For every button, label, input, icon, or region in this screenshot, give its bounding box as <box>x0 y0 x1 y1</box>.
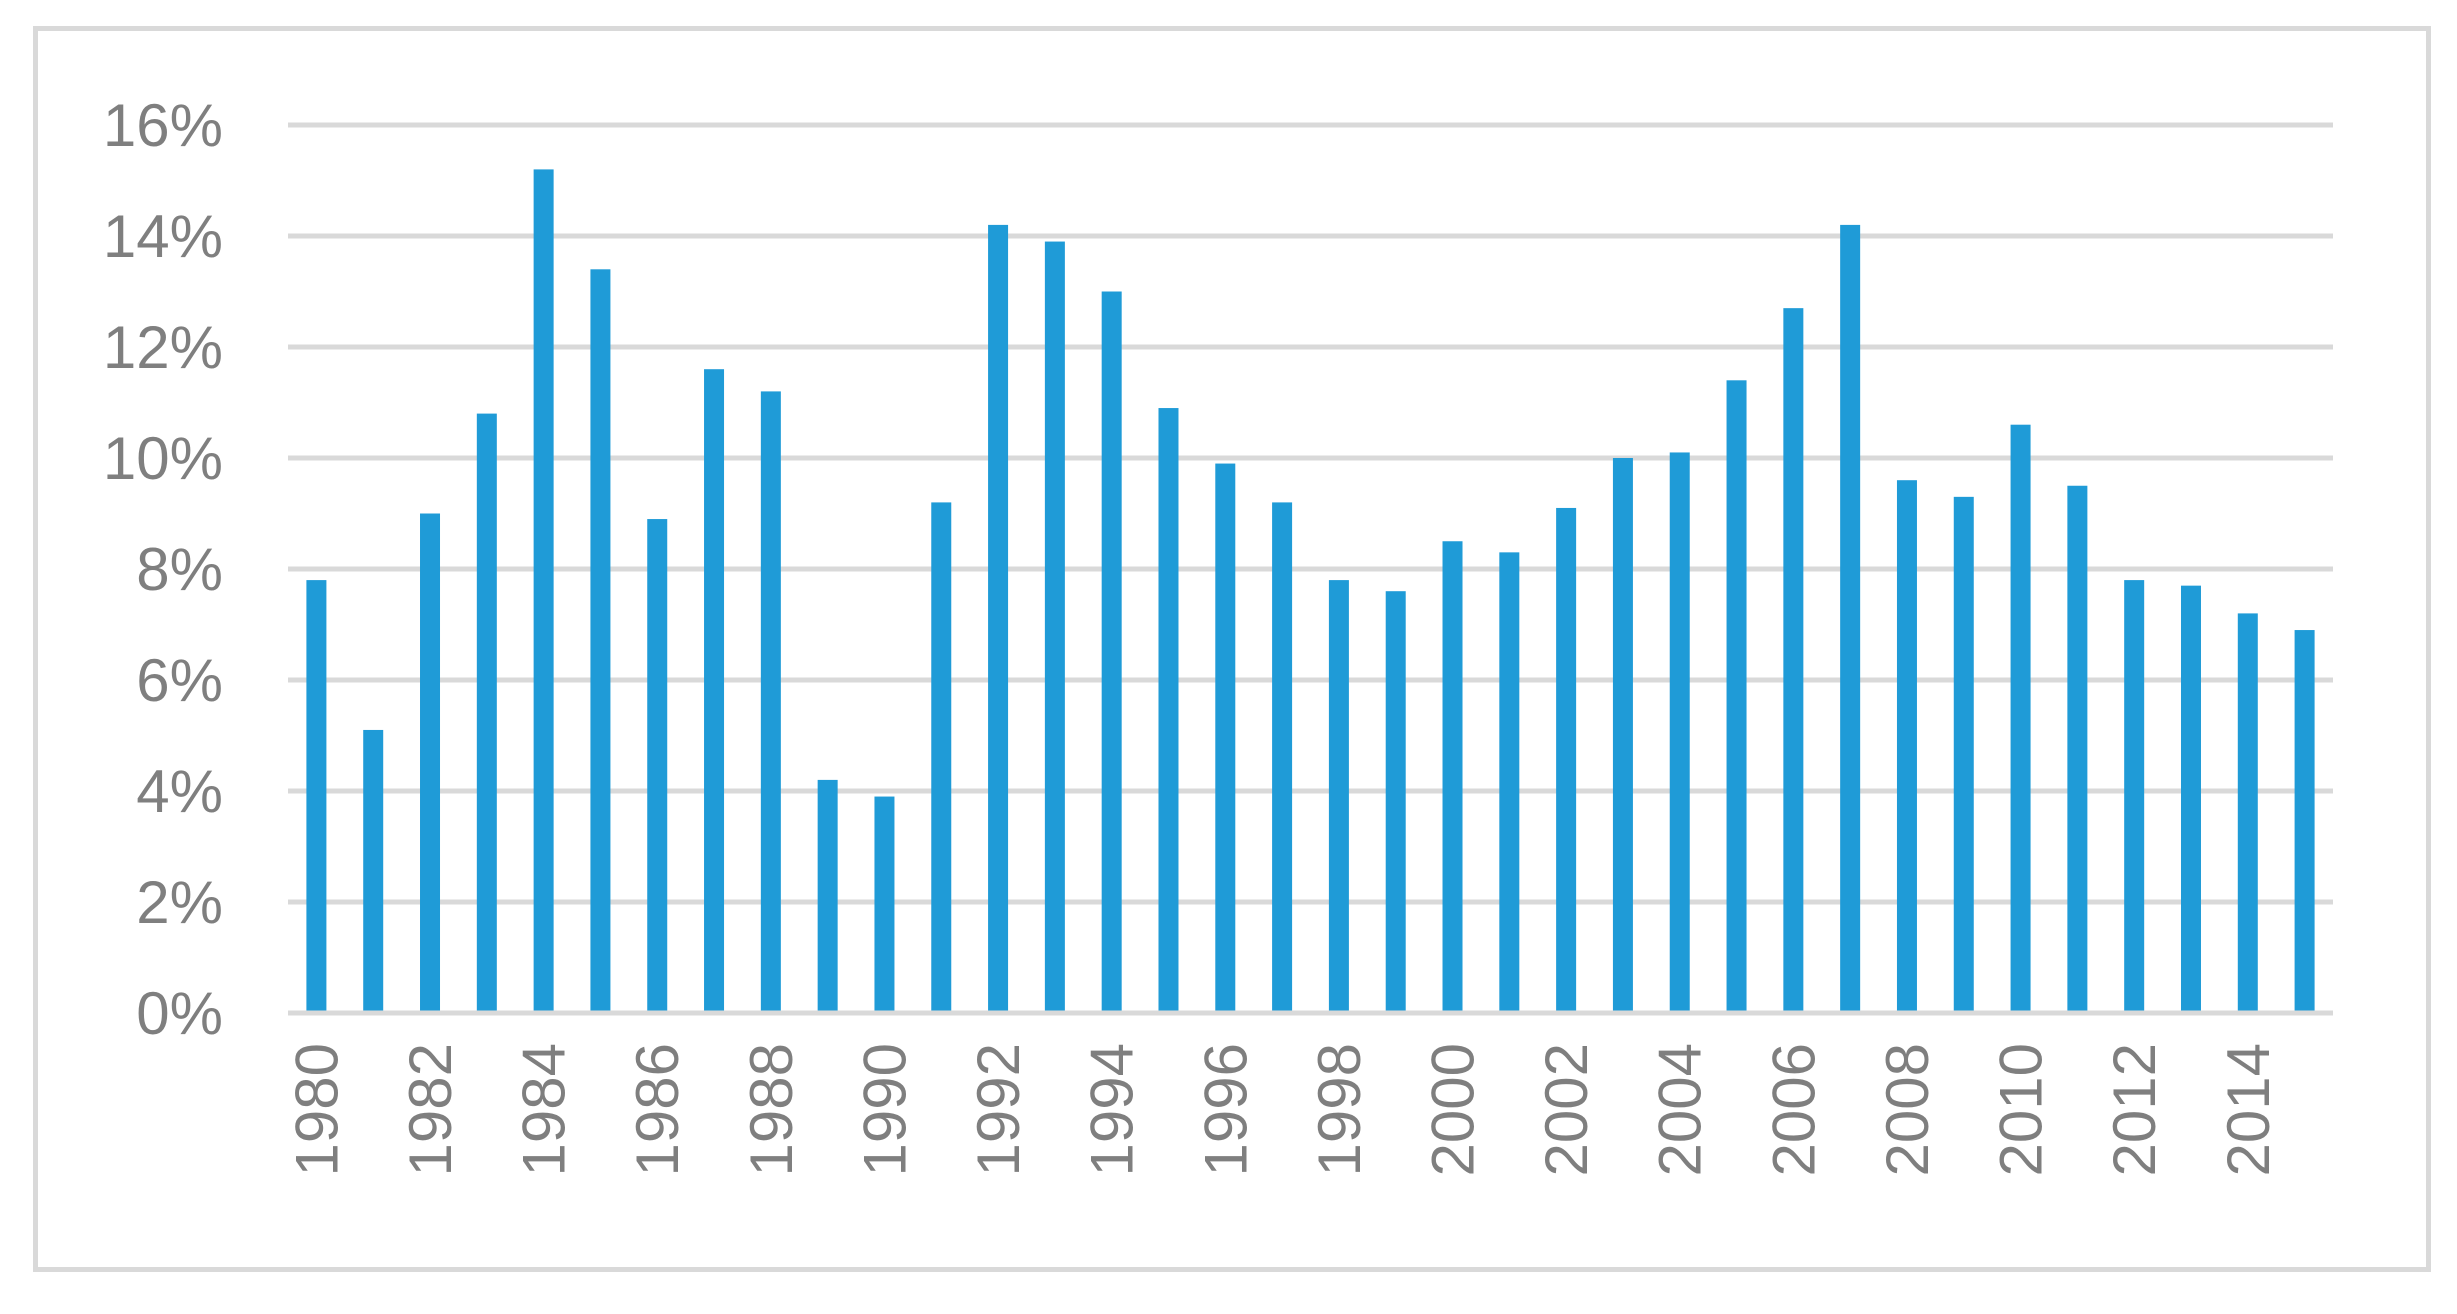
bar-1998 <box>1328 580 1349 1013</box>
bar-2005 <box>1726 380 1747 1013</box>
x-tick-label: 1982 <box>397 1043 464 1176</box>
x-tick-label: 2010 <box>1988 1043 2055 1176</box>
bar-2015 <box>2294 630 2315 1013</box>
chart-frame: 0% 2% 4% 6% 8% 10% 12% 14% 16% 1980 1982 1984 1986 1… <box>33 26 2431 1272</box>
x-tick-label: 1986 <box>624 1043 691 1176</box>
bar-1993 <box>1044 241 1065 1014</box>
bar-1999 <box>1385 591 1406 1013</box>
bar-1985 <box>590 269 611 1013</box>
x-tick-label: 1996 <box>1192 1043 1259 1176</box>
bar-2009 <box>1953 496 1974 1014</box>
bar-1997 <box>1272 502 1293 1013</box>
x-tick-label: 2014 <box>2215 1043 2282 1176</box>
bar-1982 <box>420 513 441 1013</box>
bar-2002 <box>1556 507 1577 1013</box>
bar-1984 <box>533 169 554 1013</box>
x-tick-label: 1994 <box>1079 1043 1146 1176</box>
bar-1990 <box>874 796 895 1013</box>
bar-2008 <box>1896 480 1917 1013</box>
y-tick-label: 10% <box>103 425 223 492</box>
bar-2012 <box>2124 580 2145 1013</box>
bar-2001 <box>1499 552 1520 1013</box>
x-tick-label: 2000 <box>1420 1043 1487 1176</box>
bars <box>306 169 2315 1014</box>
x-tick-label: 1988 <box>738 1043 805 1176</box>
x-tick-label: 2002 <box>1533 1043 1600 1176</box>
y-tick-label: 2% <box>136 869 223 936</box>
x-tick-label: 2012 <box>2101 1043 2168 1176</box>
bar-1996 <box>1215 463 1236 1013</box>
bar-1981 <box>363 729 384 1013</box>
x-tick-label: 1998 <box>1306 1043 1373 1176</box>
bar-1987 <box>704 369 725 1013</box>
bar-1989 <box>817 779 838 1013</box>
y-tick-label: 14% <box>103 203 223 270</box>
bar-1994 <box>1101 291 1122 1013</box>
y-axis-tick-labels: 0% 2% 4% 6% 8% 10% 12% 14% 16% <box>103 92 223 1047</box>
bar-1983 <box>476 413 497 1014</box>
bar-1991 <box>931 502 952 1013</box>
bar-2000 <box>1442 541 1463 1013</box>
x-axis-tick-labels: 1980 1982 1984 1986 1988 1990 1992 1994 1996 1998… <box>283 1043 2281 1176</box>
bar-1992 <box>988 224 1009 1013</box>
y-tick-label: 12% <box>103 314 223 381</box>
y-tick-label: 6% <box>136 647 223 714</box>
bar-2004 <box>1669 452 1690 1013</box>
x-tick-label: 2008 <box>1874 1043 1941 1176</box>
x-tick-label: 1980 <box>283 1043 350 1176</box>
bar-1995 <box>1158 408 1179 1013</box>
y-tick-label: 8% <box>136 536 223 603</box>
y-tick-label: 16% <box>103 92 223 159</box>
bar-2003 <box>1612 458 1633 1013</box>
x-tick-label: 2006 <box>1760 1043 1827 1176</box>
x-tick-label: 2004 <box>1647 1043 1714 1176</box>
x-tick-label: 1990 <box>851 1043 918 1176</box>
bar-2014 <box>2237 613 2258 1013</box>
bar-1980 <box>306 580 327 1013</box>
bar-1986 <box>647 519 668 1013</box>
bar-1988 <box>760 391 781 1013</box>
y-tick-label: 4% <box>136 758 223 825</box>
gridlines <box>288 122 2333 905</box>
y-tick-label: 0% <box>136 980 223 1047</box>
bar-2006 <box>1783 308 1804 1013</box>
bar-2011 <box>2067 485 2088 1013</box>
bar-2010 <box>2010 424 2031 1013</box>
x-tick-label: 1992 <box>965 1043 1032 1176</box>
bar-chart: 0%2%4%6%8%10%12%14%16% 1980 1982 1984 1986 1… <box>103 92 2333 1176</box>
x-tick-label: 1984 <box>511 1043 578 1176</box>
bar-2013 <box>2180 585 2201 1013</box>
bar-2007 <box>1840 224 1861 1013</box>
